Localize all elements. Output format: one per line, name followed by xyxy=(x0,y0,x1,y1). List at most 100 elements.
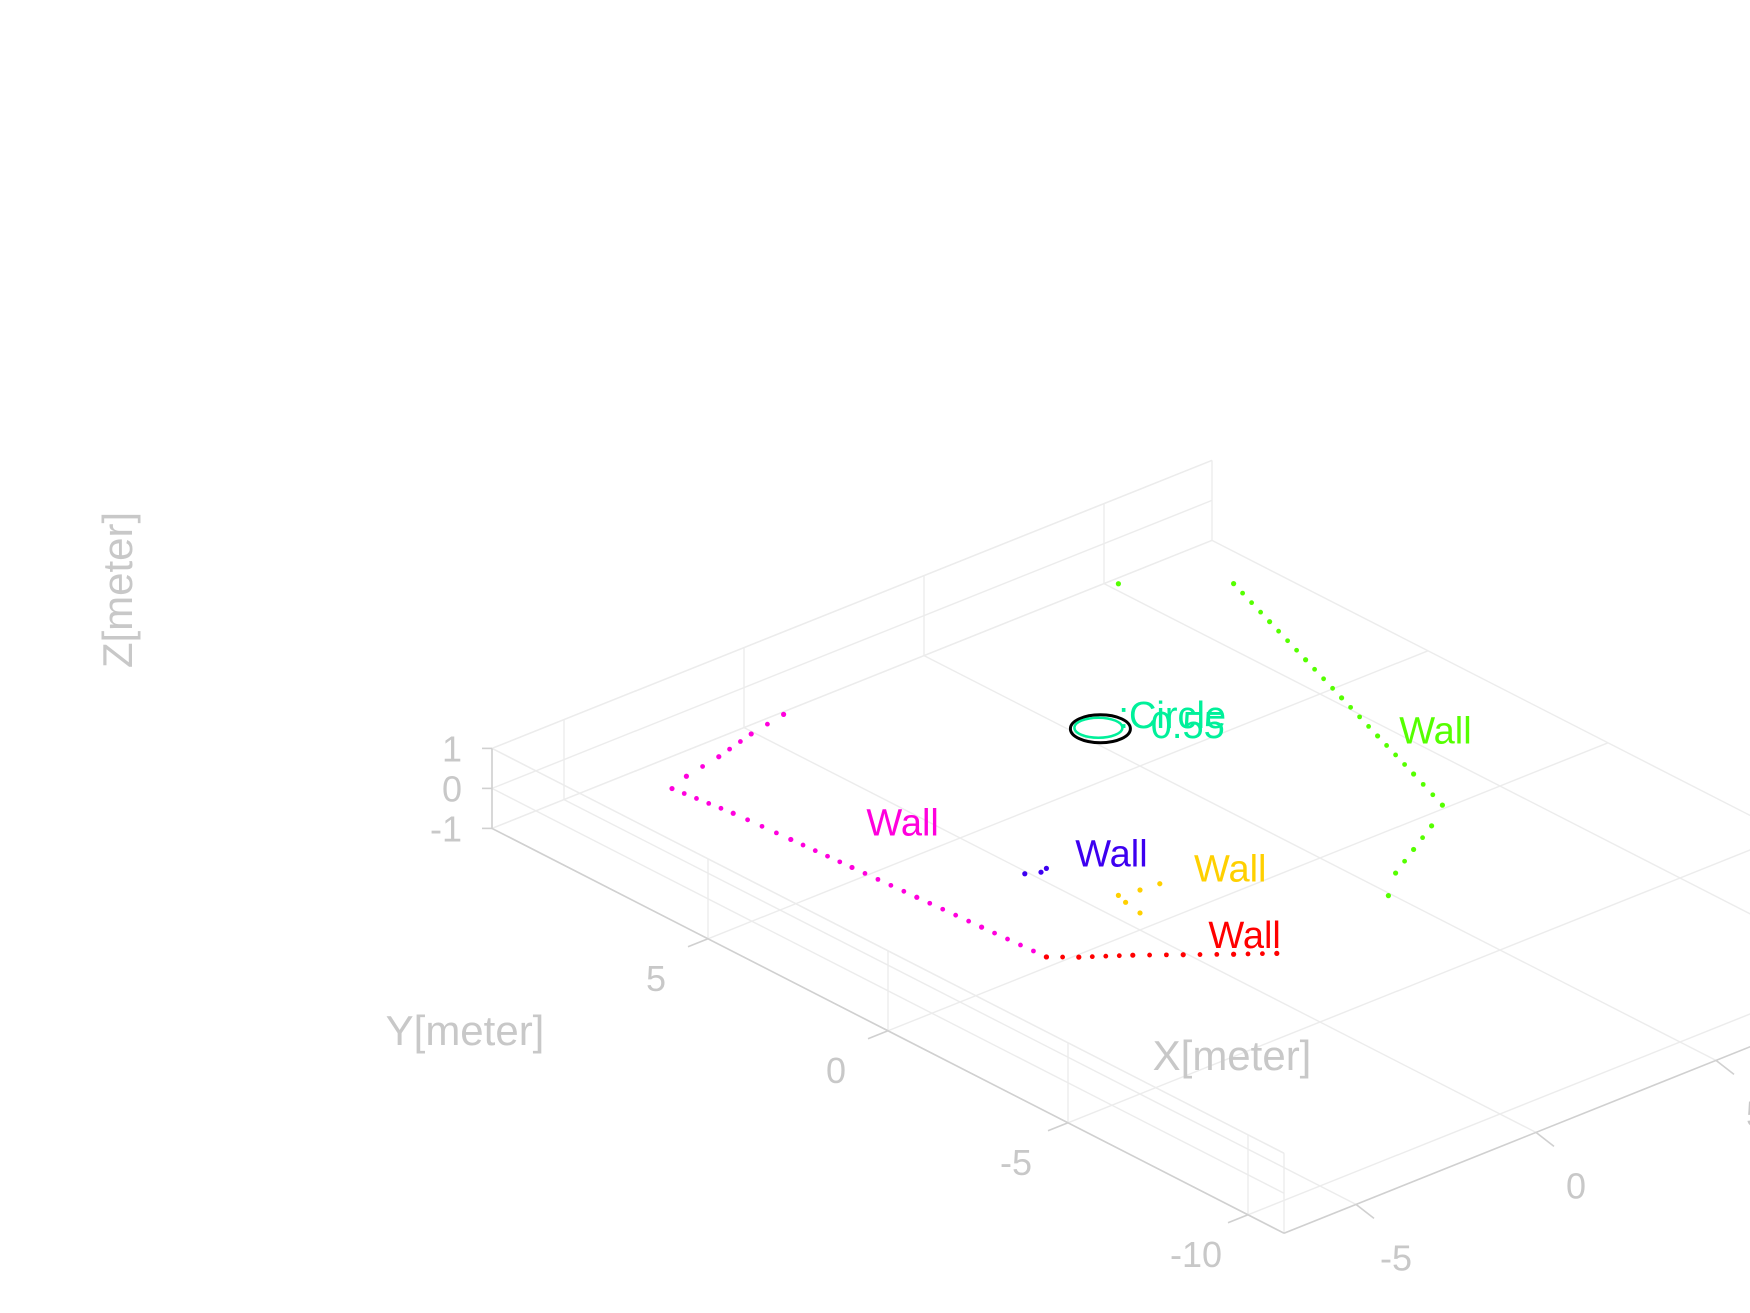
data-point xyxy=(1043,954,1049,960)
data-point xyxy=(1115,581,1121,587)
data-point xyxy=(1375,733,1381,739)
data-point xyxy=(1303,657,1309,663)
data-point xyxy=(1285,638,1290,644)
data-point xyxy=(694,796,699,801)
y-tick-mark xyxy=(687,938,709,948)
data-point xyxy=(718,805,724,811)
data-point xyxy=(774,830,779,836)
data-point xyxy=(1330,685,1335,691)
x-tick-label: 0 xyxy=(1566,1165,1586,1206)
circle-inner xyxy=(1073,716,1124,739)
data-point xyxy=(1258,609,1263,615)
data-point xyxy=(1147,952,1152,958)
x-axis-label: X[meter] xyxy=(1153,1032,1312,1079)
data-point xyxy=(837,859,843,865)
box-edge xyxy=(491,539,1213,830)
y-tick-mark xyxy=(1227,1214,1249,1224)
data-point xyxy=(1321,676,1326,682)
data-point xyxy=(1089,954,1095,960)
data-point xyxy=(700,764,705,769)
grid-line xyxy=(491,787,1285,1194)
x-tick-label: 5 xyxy=(1746,1093,1750,1134)
grid-line xyxy=(707,650,1429,940)
data-point xyxy=(1411,846,1417,853)
data-point xyxy=(1137,910,1143,916)
grid-line xyxy=(1067,849,1750,1124)
box-edge xyxy=(491,747,1285,1154)
data-point xyxy=(1005,936,1010,942)
data-point xyxy=(979,924,985,930)
annotation-label: 0.55 xyxy=(1151,705,1225,747)
grid-line xyxy=(1103,582,1750,915)
y-tick-mark xyxy=(1047,1122,1069,1132)
z-tick-label: 0 xyxy=(442,768,462,809)
data-point xyxy=(1103,953,1109,959)
series-green xyxy=(1115,581,1445,899)
data-point xyxy=(706,800,712,806)
data-point xyxy=(1018,942,1023,948)
z-axis-label: Z[meter] xyxy=(94,512,141,668)
y-axis-label: Y[meter] xyxy=(386,1007,545,1054)
grid-line xyxy=(887,742,1609,1032)
box-edge xyxy=(1211,539,1750,817)
y-tick-label: -5 xyxy=(1000,1142,1032,1183)
data-point xyxy=(1249,600,1254,606)
data-point xyxy=(992,930,997,936)
data-point xyxy=(1038,869,1044,875)
data-point xyxy=(1130,952,1136,958)
data-point xyxy=(1393,752,1398,758)
annotation-label: Wall xyxy=(1194,849,1266,891)
circle-outline xyxy=(1068,713,1132,745)
data-point xyxy=(781,711,787,718)
data-point xyxy=(888,882,894,888)
data-point xyxy=(745,817,750,823)
data-point xyxy=(1348,704,1353,710)
annotation-label: Wall xyxy=(1208,915,1280,957)
data-point xyxy=(812,848,818,854)
x-tick-label: -5 xyxy=(1380,1237,1412,1278)
annotation-label: Wall xyxy=(1399,711,1471,753)
tick-labels: -50510-10-505-101 xyxy=(430,728,1750,1278)
data-point xyxy=(927,900,933,906)
data-point xyxy=(1420,781,1426,787)
data-point xyxy=(1312,666,1317,672)
y-tick-label: 0 xyxy=(826,1050,846,1091)
axes-box xyxy=(491,459,1750,1234)
data-points xyxy=(669,581,1445,960)
x-tick-mark xyxy=(1535,1131,1555,1148)
data-point xyxy=(800,842,806,848)
data-point xyxy=(683,773,690,779)
data-point xyxy=(966,918,972,924)
data-point xyxy=(681,791,687,796)
data-point xyxy=(669,785,675,792)
circle-marker xyxy=(1068,713,1132,745)
axis-labels: X[meter] Y[meter] Z[meter] xyxy=(94,512,1311,1079)
box-edge xyxy=(491,459,1213,750)
data-point xyxy=(1022,871,1028,877)
series-magenta xyxy=(669,711,1049,960)
data-point xyxy=(1240,590,1245,596)
series-blue xyxy=(1022,865,1049,877)
data-point xyxy=(1116,953,1122,959)
series-yellow xyxy=(1115,881,1163,916)
grid-line xyxy=(491,499,1213,790)
data-point xyxy=(716,754,722,760)
data-point xyxy=(1157,881,1163,887)
x-axis-line xyxy=(1283,1045,1750,1234)
data-point xyxy=(748,731,754,737)
data-point xyxy=(1267,619,1273,625)
annotation-label: :Circle xyxy=(1118,695,1226,737)
data-point xyxy=(1123,899,1129,905)
data-point xyxy=(1411,771,1417,777)
data-point xyxy=(1393,870,1399,876)
data-point xyxy=(1180,952,1186,958)
data-point xyxy=(1115,892,1121,898)
z-tick-label: 1 xyxy=(442,728,462,769)
data-point xyxy=(1164,952,1169,958)
data-point xyxy=(849,864,855,871)
data-point xyxy=(1274,950,1280,956)
data-point xyxy=(1430,792,1436,798)
data-point xyxy=(1231,581,1237,587)
data-point xyxy=(759,823,765,829)
